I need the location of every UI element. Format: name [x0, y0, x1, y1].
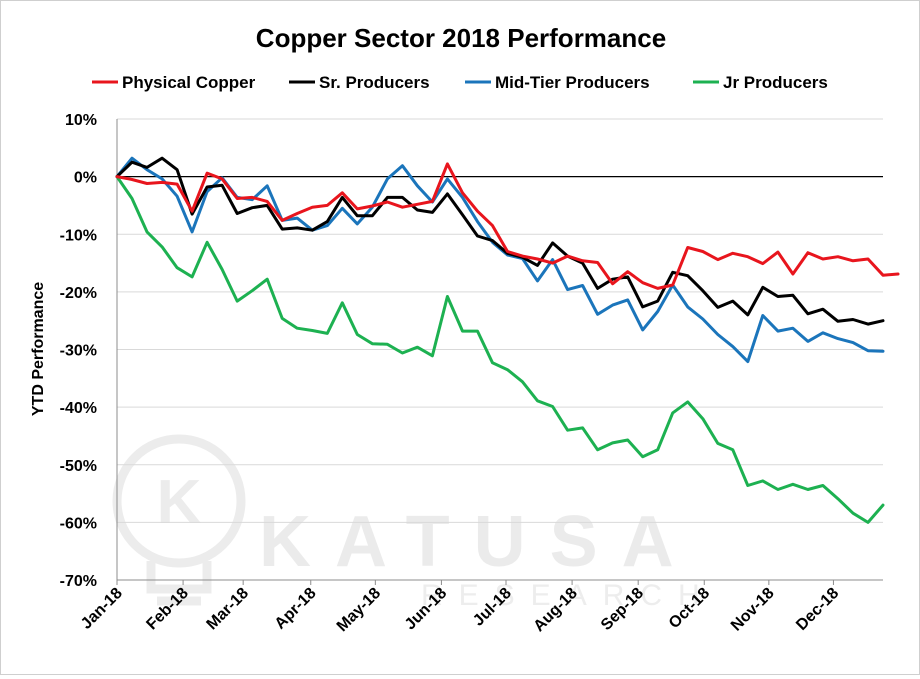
x-tick-label: Apr-18: [272, 585, 320, 633]
legend-label-physical-copper: Physical Copper: [122, 73, 256, 92]
x-tick-label: Jan-18: [78, 585, 126, 633]
y-tick-label: -20%: [60, 285, 97, 302]
y-tick-labels: 10% 0% -10% -20% -30% -40% -50% -60% -70%: [60, 112, 97, 590]
chart-title: Copper Sector 2018 Performance: [256, 23, 666, 53]
watermark: K KATUSA RESEARCH: [112, 434, 716, 612]
legend-item-physical-copper: Physical Copper: [92, 73, 256, 92]
watermark-sub: RESEARCH: [421, 579, 716, 612]
x-tick-label: Nov-18: [728, 585, 778, 635]
legend-item-jr-producers: Jr Producers: [693, 73, 828, 92]
y-tick-label: -50%: [60, 458, 97, 475]
y-axis-label: YTD Performance: [30, 282, 47, 416]
legend-label-jr-producers: Jr Producers: [723, 73, 828, 92]
legend-item-mid-tier-producers: Mid-Tier Producers: [465, 73, 650, 92]
y-tick-label: -40%: [60, 400, 97, 417]
watermark-brand: KATUSA: [259, 502, 698, 582]
y-tick-label: -30%: [60, 343, 97, 360]
series-line-jr-producers: [115, 175, 885, 524]
series-lines: [115, 156, 900, 524]
y-tick-label: 10%: [65, 112, 97, 129]
y-tick-label: 0%: [74, 170, 97, 187]
legend-item-sr-producers: Sr. Producers: [289, 73, 430, 92]
series-line-sr-producers: [115, 156, 885, 326]
watermark-logo-letter: K: [157, 468, 202, 537]
x-tick-label: Dec-18: [793, 585, 842, 634]
legend: Physical Copper Sr. Producers Mid-Tier P…: [92, 73, 828, 92]
x-tick-label: May-18: [334, 585, 384, 635]
y-tick-label: -60%: [60, 515, 97, 532]
legend-label-mid-tier-producers: Mid-Tier Producers: [495, 73, 650, 92]
axes: [116, 119, 883, 581]
y-tick-label: -10%: [60, 227, 97, 244]
series-line-physical-copper: [115, 162, 900, 290]
y-tick-label: -70%: [60, 573, 97, 590]
legend-label-sr-producers: Sr. Producers: [319, 73, 430, 92]
